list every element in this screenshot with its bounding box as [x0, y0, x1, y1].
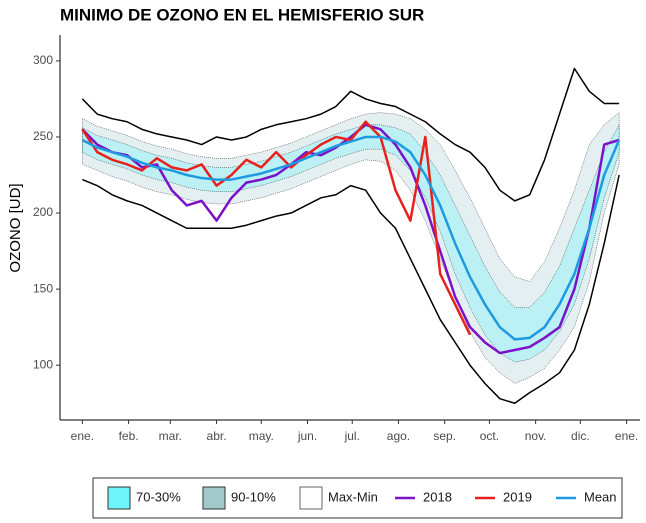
chart-title: MINIMO DE OZONO EN EL HEMISFERIO SUR: [60, 5, 424, 24]
x-tick-label: nov.: [525, 429, 547, 443]
x-tick-label: abr.: [207, 429, 227, 443]
y-tick-label: 250: [33, 129, 53, 143]
y-axis-label: OZONO [UD]: [7, 183, 24, 272]
max-line: [81, 67, 620, 202]
series-line: [81, 135, 621, 341]
x-tick-label: ene.: [71, 429, 94, 443]
y-tick-label: 100: [33, 357, 53, 371]
x-tick-label: mar.: [159, 429, 182, 443]
x-tick-label: feb.: [119, 429, 139, 443]
x-tick-label: sep.: [433, 429, 456, 443]
series-line: [81, 120, 472, 336]
x-tick-label: ago.: [387, 429, 410, 443]
legend-label: Mean: [584, 489, 617, 504]
y-tick-label: 300: [33, 53, 53, 67]
x-tick-label: jun.: [297, 429, 317, 443]
min-line: [82, 174, 620, 405]
x-tick-label: may.: [249, 429, 274, 443]
legend-key: [202, 486, 226, 510]
legend-box: [92, 477, 623, 519]
legend-label: 70-30%: [136, 489, 181, 504]
x-tick-label: oct.: [480, 429, 499, 443]
y-tick-label: 150: [33, 281, 53, 295]
legend-label: 2019: [503, 489, 532, 504]
legend-label: Max-Min: [328, 489, 378, 504]
legend-label: 2018: [423, 489, 452, 504]
y-tick-label: 200: [33, 205, 53, 219]
legend-label: 90-10%: [231, 489, 276, 504]
x-tick-label: dic.: [571, 429, 590, 443]
x-tick-label: jul.: [344, 429, 360, 443]
series-line: [81, 123, 620, 355]
x-tick-label: ene.: [615, 429, 638, 443]
legend-key: [299, 486, 323, 510]
legend-key: [107, 486, 131, 510]
